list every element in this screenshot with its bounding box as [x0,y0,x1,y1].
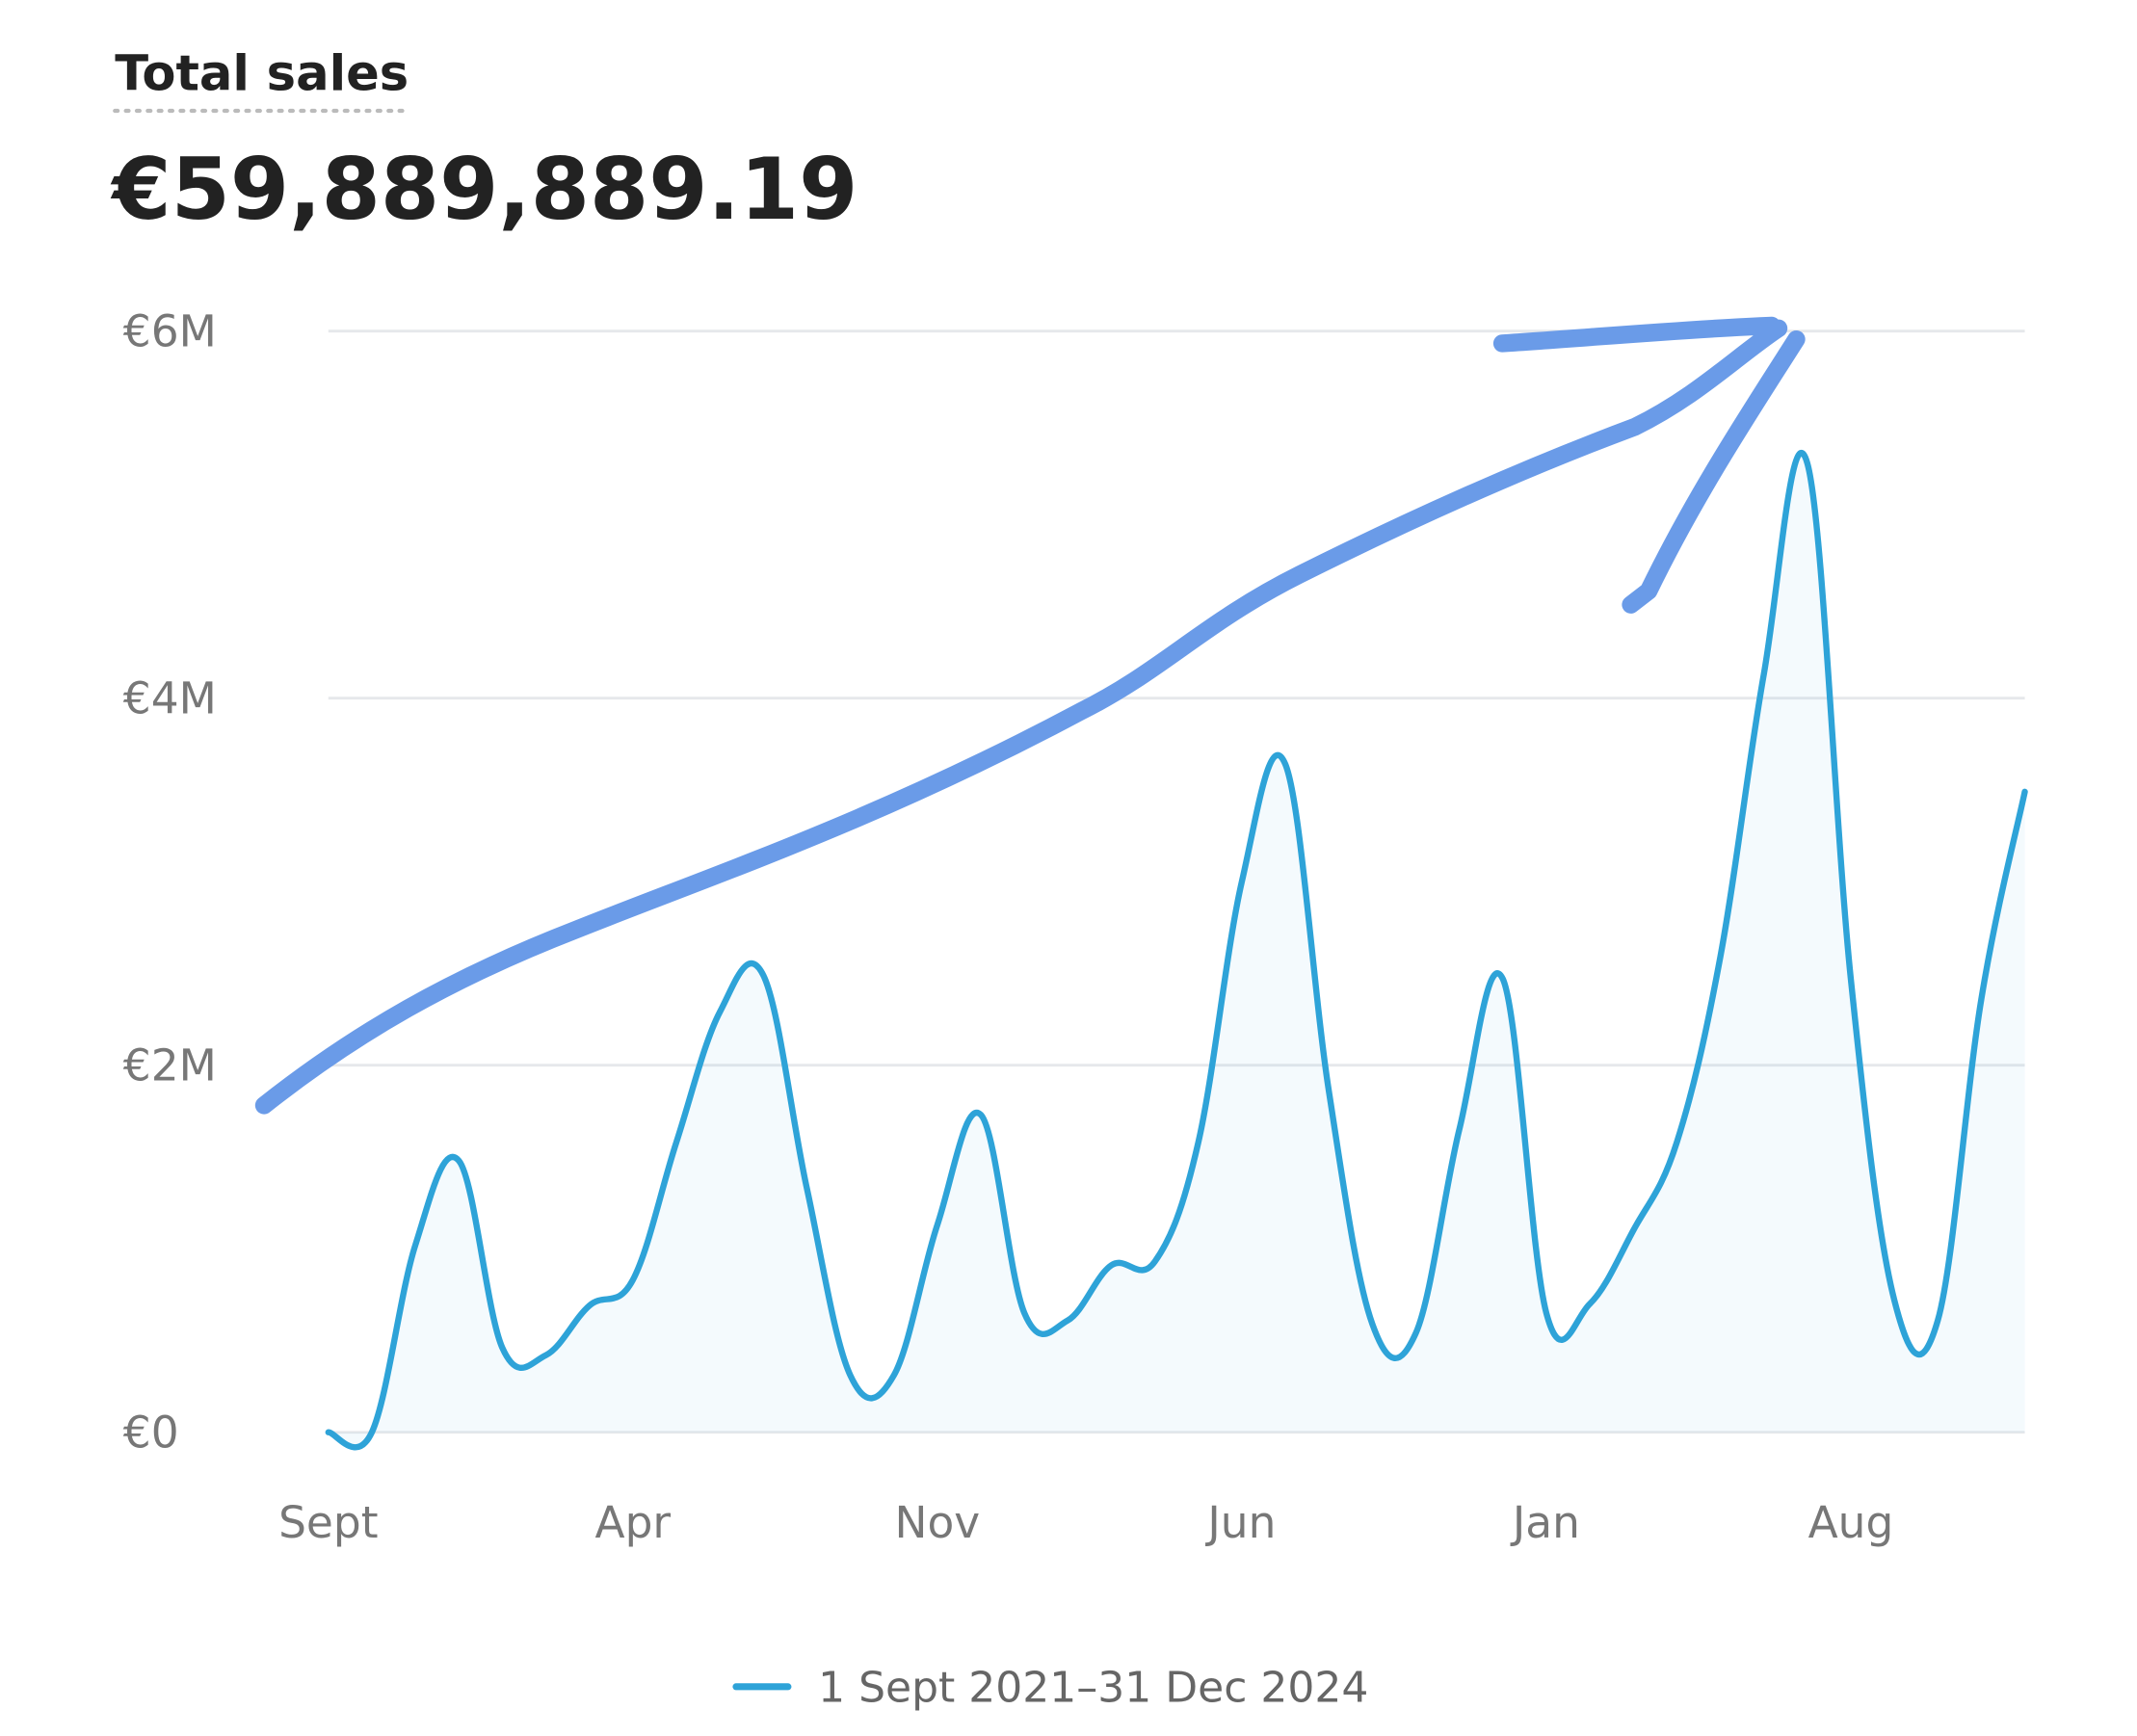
y-tick-label: €4M [123,672,217,723]
legend-label: 1 Sept 2021–31 Dec 2024 [818,1663,1368,1712]
x-tick-label: Sept [278,1497,378,1548]
chart-title: Total sales [115,46,409,103]
y-tick-label: €0 [123,1407,179,1458]
y-tick-label: €6M [123,305,217,356]
y-tick-label: €2M [123,1039,217,1091]
headline-value: €59,889,889.19 [110,140,857,239]
x-tick-label: Apr [595,1497,672,1548]
annotation-arrow [254,316,1806,1115]
x-tick-label: Nov [895,1497,981,1548]
area [328,453,2025,1448]
x-tick-label: Aug [1808,1497,1894,1548]
x-tick-label: Jan [1510,1497,1580,1548]
line [325,450,2028,1451]
x-tick-label: Jun [1204,1497,1276,1548]
